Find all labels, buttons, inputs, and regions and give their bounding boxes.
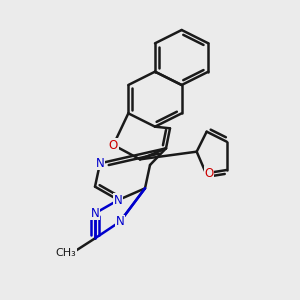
- Text: N: N: [91, 207, 99, 220]
- Text: O: O: [204, 167, 214, 180]
- Text: N: N: [116, 215, 124, 228]
- Text: N: N: [114, 194, 123, 206]
- Text: N: N: [96, 157, 104, 170]
- Text: CH₃: CH₃: [55, 248, 76, 258]
- Text: O: O: [109, 139, 118, 152]
